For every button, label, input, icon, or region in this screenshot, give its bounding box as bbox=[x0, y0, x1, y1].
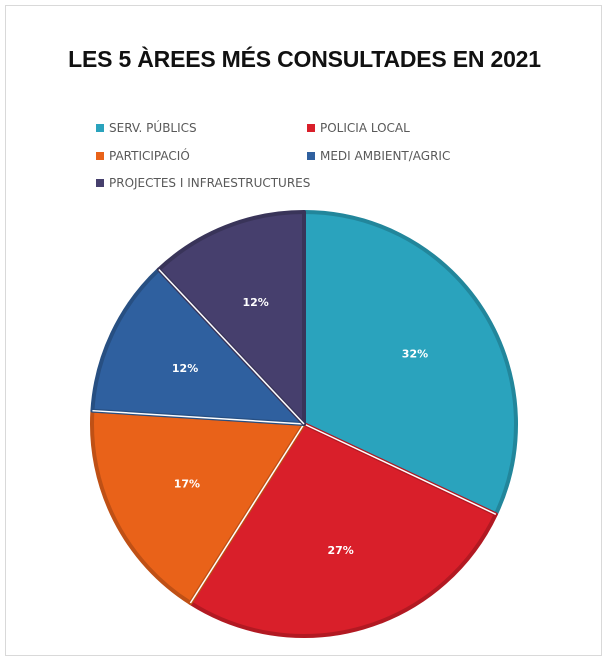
legend-label-participacio: PARTICIPACIÓ bbox=[109, 149, 190, 163]
pie-slice-serv-publics bbox=[302, 210, 518, 517]
legend-item-participacio: PARTICIPACIÓ bbox=[96, 148, 190, 164]
pie-slice-participacio bbox=[90, 408, 306, 605]
legend-label-policia-local: POLICIA LOCAL bbox=[320, 121, 410, 135]
legend-swatch-serv-publics bbox=[96, 124, 104, 132]
legend-item-projectes: PROJECTES I INFRAESTRUCTURES bbox=[96, 175, 310, 191]
legend-item-medi-ambient: MEDI AMBIENT/AGRIC bbox=[307, 148, 450, 164]
pie-data-labels: 32% 27% 17% 12% 12% bbox=[172, 296, 428, 557]
legend-label-serv-publics: SERV. PÚBLICS bbox=[109, 121, 197, 135]
legend-label-projectes: PROJECTES I INFRAESTRUCTURES bbox=[109, 176, 311, 190]
data-label-medi-ambient: 12% bbox=[172, 362, 198, 375]
legend-swatch-policia-local bbox=[307, 124, 315, 132]
pie-slice-projectes bbox=[156, 210, 306, 426]
chart-title: LES 5 ÀREES MÉS CONSULTADES EN 2021 bbox=[68, 46, 541, 72]
pie-slice-policia-local bbox=[188, 422, 498, 638]
pie-separator-projectes bbox=[158, 268, 305, 425]
data-label-participacio: 17% bbox=[174, 478, 200, 491]
legend-item-serv-publics: SERV. PÚBLICS bbox=[96, 120, 197, 136]
pie-separator-policia-local bbox=[303, 423, 497, 515]
legend-swatch-participacio bbox=[96, 152, 104, 160]
pie-slices bbox=[90, 210, 518, 638]
data-label-policia-local: 27% bbox=[327, 544, 353, 557]
legend-swatch-medi-ambient bbox=[307, 152, 315, 160]
legend-item-policia-local: POLICIA LOCAL bbox=[307, 120, 410, 136]
legend-label-medi-ambient: MEDI AMBIENT/AGRIC bbox=[320, 149, 451, 163]
pie-slice-medi-ambient bbox=[90, 267, 306, 426]
data-label-serv-publics: 32% bbox=[402, 348, 428, 361]
pie-separator-medi-ambient bbox=[92, 409, 305, 425]
legend-swatch-projectes bbox=[96, 179, 104, 187]
data-label-projectes: 12% bbox=[242, 296, 268, 309]
pie-separator-participacio bbox=[189, 423, 305, 604]
